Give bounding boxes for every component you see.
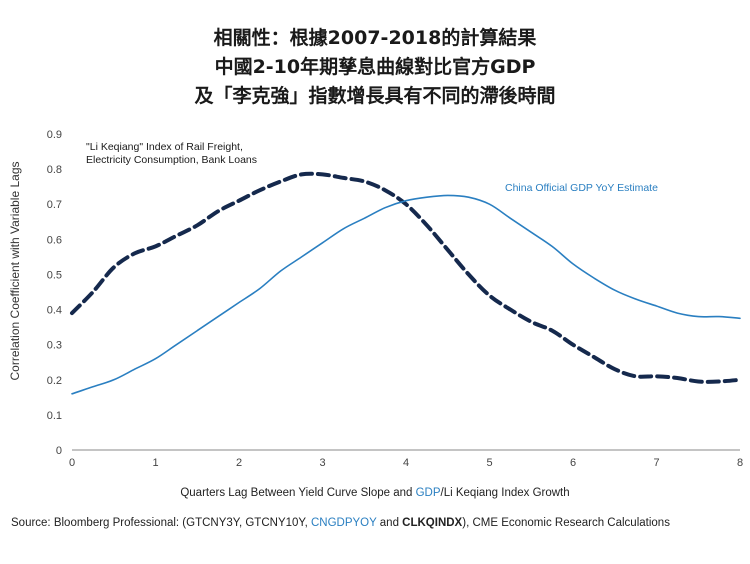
x-axis-title-suffix: Index Growth — [498, 487, 570, 499]
x-axis-title-gdp: GDP — [415, 487, 441, 499]
source-suffix: ), CME Economic Research Calculations — [462, 517, 670, 529]
x-axis-title-li: /Li Keqiang — [440, 487, 499, 499]
y-tick-label: 0.4 — [47, 305, 62, 317]
x-tick-label: 4 — [403, 457, 409, 469]
x-tick-label: 2 — [236, 457, 242, 469]
y-tick-label: 0.8 — [47, 164, 62, 176]
source-note: Source: Bloomberg Professional: (GTCNY3Y… — [11, 517, 670, 529]
chart-title: 相關性：根據2007-2018的計算結果 中國2-10年期孳息曲線對比官方GDP… — [0, 24, 750, 111]
y-tick-label: 0.2 — [47, 375, 62, 387]
gdp-annotation: China Official GDP YoY Estimate — [505, 182, 658, 194]
y-axis-ticks: 0 0.1 0.2 0.3 0.4 0.5 0.6 0.7 0.8 0.9 — [47, 129, 62, 457]
title-line-2: 中國2-10年期孳息曲線對比官方GDP — [214, 56, 536, 78]
x-tick-label: 1 — [152, 457, 158, 469]
x-axis-ticks: 0 1 2 3 4 5 6 7 8 — [69, 457, 743, 469]
x-tick-label: 7 — [653, 457, 659, 469]
y-axis-title-group: Correlation Coefficient with Variable La… — [8, 161, 22, 380]
x-tick-label: 3 — [319, 457, 325, 469]
x-axis-title-prefix: Quarters Lag Between Yield Curve Slope a… — [180, 487, 416, 499]
gdp-series-line — [71, 194, 741, 395]
title-line-3: 及「李克強」指數增長具有不同的滯後時間 — [194, 85, 556, 107]
title-line-1: 相關性：根據2007-2018的計算結果 — [213, 27, 537, 49]
x-tick-label: 6 — [570, 457, 576, 469]
source-prefix: Source: Bloomberg Professional: (GTCNY3Y… — [11, 517, 311, 529]
li-keqiang-series-line — [70, 171, 742, 384]
y-axis-title: Correlation Coefficient with Variable La… — [8, 161, 22, 380]
y-tick-label: 0.3 — [47, 340, 62, 352]
x-tick-label: 8 — [737, 457, 743, 469]
y-tick-label: 0.7 — [47, 199, 62, 211]
y-tick-label: 0.5 — [47, 269, 62, 281]
source-cngdp: CNGDPYOY — [310, 517, 377, 529]
li-keqiang-annotation-line-2: Electricity Consumption, Bank Loans — [86, 154, 257, 166]
source-clkq: CLKQINDX — [402, 517, 463, 529]
x-tick-label: 0 — [69, 457, 75, 469]
y-tick-label: 0.1 — [47, 410, 62, 422]
series-group — [70, 171, 742, 395]
y-tick-label: 0.9 — [47, 129, 62, 141]
li-keqiang-annotation-line-1: "Li Keqiang" Index of Rail Freight, — [86, 141, 243, 153]
x-axis-title: Quarters Lag Between Yield Curve Slope a… — [0, 487, 750, 499]
y-tick-label: 0.6 — [47, 234, 62, 246]
y-tick-label: 0 — [56, 445, 62, 457]
x-tick-label: 5 — [486, 457, 492, 469]
source-and: and — [376, 517, 403, 529]
